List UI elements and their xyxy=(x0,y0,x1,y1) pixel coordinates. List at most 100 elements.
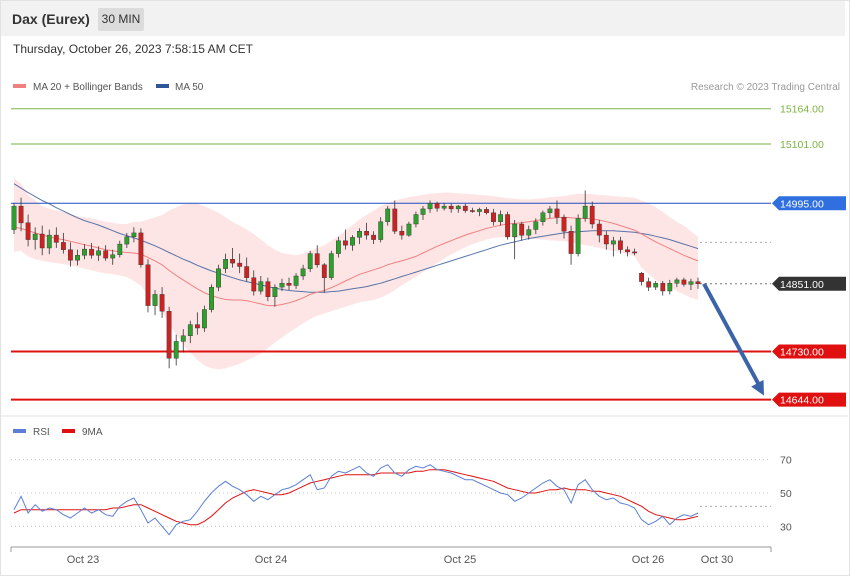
candle-body xyxy=(103,250,109,259)
candle-body xyxy=(89,248,95,256)
x-tick-label: Oct 25 xyxy=(444,554,476,566)
candle-body xyxy=(216,268,221,288)
candle-body xyxy=(378,221,384,240)
candle-body xyxy=(96,250,102,256)
candle-body xyxy=(166,311,172,359)
candle-body xyxy=(265,281,271,297)
candle-body xyxy=(152,294,158,306)
credit-text: Research © 2023 Trading Central xyxy=(691,82,840,93)
candle-body xyxy=(145,264,151,306)
chart-datetime: Thursday, October 26, 2023 7:58:15 AM CE… xyxy=(13,42,253,56)
candle-body xyxy=(484,209,489,213)
candle-body xyxy=(173,341,179,359)
candle-body xyxy=(293,275,299,286)
candle-body xyxy=(681,279,687,285)
candle-body xyxy=(448,205,454,210)
forecast-arrow-head xyxy=(751,379,764,396)
candle-body xyxy=(540,212,546,222)
candle-body xyxy=(547,208,553,213)
price-pane: 15164.00 15101.00 14995.00 14851.00 14730.00… xyxy=(11,104,846,407)
candle-body xyxy=(561,216,567,232)
candle-body xyxy=(519,223,525,236)
candle-body xyxy=(653,283,659,288)
level-tag xyxy=(772,196,846,211)
candle-body xyxy=(603,234,609,245)
candle-body xyxy=(371,234,376,240)
candle-body xyxy=(131,232,137,237)
rsi-9ma-line xyxy=(13,469,699,526)
candle-body xyxy=(53,234,59,243)
timeframe-button[interactable]: 30 MIN xyxy=(98,8,144,31)
legend-label-ma50: MA 50 xyxy=(175,82,204,93)
candle-body xyxy=(392,208,398,232)
candle-body xyxy=(625,249,630,253)
candle-body xyxy=(159,294,165,312)
candle-body xyxy=(632,251,638,254)
candle-body xyxy=(201,309,207,329)
candle-body xyxy=(399,230,405,236)
rsi-tick-label: 70 xyxy=(780,455,792,467)
level-label: 14644.00 xyxy=(780,395,824,407)
candle-body xyxy=(526,229,532,236)
candle-body xyxy=(230,259,235,264)
x-tick-label: Oct 30 xyxy=(701,554,733,566)
forecast-arrow-shaft xyxy=(702,282,763,390)
candle-body xyxy=(350,237,355,246)
rsi-legend: RSI 9MA xyxy=(13,427,103,438)
candle-body xyxy=(286,283,292,286)
legend-swatch-ma20 xyxy=(13,84,26,88)
candle-body xyxy=(82,248,87,256)
x-tick-label: Oct 23 xyxy=(67,554,99,566)
candle-body xyxy=(75,255,80,261)
candle-body xyxy=(420,208,426,215)
level-tag xyxy=(772,276,846,291)
candle-body xyxy=(568,230,574,254)
candle-body xyxy=(688,281,694,285)
level-label: 15101.00 xyxy=(780,139,824,151)
legend-label-rsi: RSI xyxy=(33,427,50,438)
candle-body xyxy=(533,221,539,230)
candle-body xyxy=(110,254,116,259)
level-tag xyxy=(772,392,846,407)
candle-body xyxy=(434,203,440,209)
candle-body xyxy=(67,249,73,261)
candle-body xyxy=(124,236,130,245)
candle-body xyxy=(61,242,66,250)
candle-body xyxy=(11,205,17,230)
rsi-tick-label: 50 xyxy=(780,488,792,500)
candle-body xyxy=(554,208,560,218)
legend-swatch-rsi xyxy=(13,429,26,433)
level-tag xyxy=(772,344,846,359)
candle-body xyxy=(32,233,38,240)
candle-body xyxy=(321,264,327,278)
candle-body xyxy=(470,210,475,212)
legend-swatch-9ma xyxy=(62,429,75,433)
candle-body xyxy=(314,253,320,266)
candle-body xyxy=(180,335,186,342)
candle-body xyxy=(307,253,313,269)
price-legend: MA 20 + Bollinger Bands MA 50 xyxy=(13,82,204,93)
candle-body xyxy=(194,324,200,329)
candle-body xyxy=(596,223,602,236)
candle-body xyxy=(491,212,496,222)
candle-body xyxy=(498,214,503,223)
candle-body xyxy=(18,205,24,224)
candle-body xyxy=(674,279,680,284)
candle-body xyxy=(695,281,701,285)
candle-body xyxy=(512,223,518,238)
candle-body xyxy=(39,233,45,249)
candle-body xyxy=(46,234,52,249)
candle-body xyxy=(237,262,243,267)
candle-body xyxy=(575,218,581,254)
candle-body xyxy=(385,208,391,222)
candle-body xyxy=(336,240,341,254)
candle-body xyxy=(209,287,214,310)
rsi-pane: 30 50 70 xyxy=(11,455,792,536)
candle-body xyxy=(639,273,645,282)
instrument-title: Dax (Eurex) xyxy=(12,11,90,27)
legend-label-ma20: MA 20 + Bollinger Bands xyxy=(33,82,143,93)
candle-body xyxy=(279,283,285,288)
candle-body xyxy=(618,240,623,250)
candle-body xyxy=(441,205,447,209)
candle-body xyxy=(413,214,419,225)
